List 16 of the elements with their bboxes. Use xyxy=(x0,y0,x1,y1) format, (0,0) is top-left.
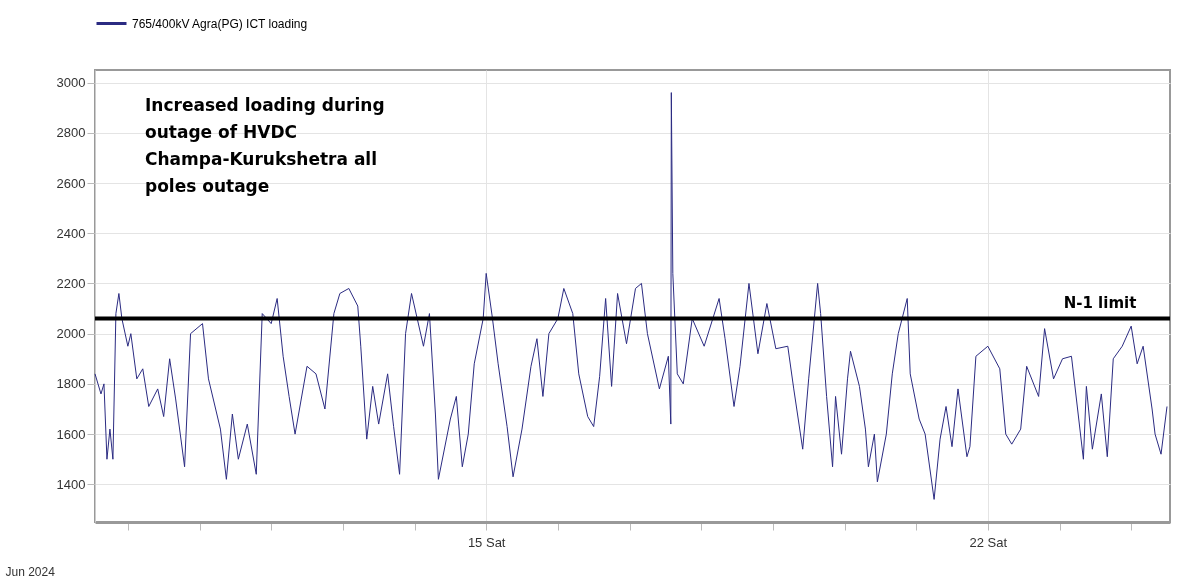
legend-label: 765/400kV Agra(PG) ICT loading xyxy=(132,16,308,31)
y-tick-label: 2400 xyxy=(56,225,86,241)
x-axis-title: Jun 2024 xyxy=(5,564,56,579)
annotation: Increased loading during outage of HVDC Champa-Kurukshetra all poles outage xyxy=(145,95,385,196)
y-tick-label: 1800 xyxy=(56,376,86,392)
y-tick-label: 2200 xyxy=(56,275,86,291)
x-tick-label: 22 Sat xyxy=(969,534,1008,550)
y-tick-label: 3000 xyxy=(56,75,86,91)
y-tick-label: 1600 xyxy=(56,426,86,442)
line-series xyxy=(94,92,1168,500)
y-tick-label: 2800 xyxy=(56,125,86,141)
y-tick-label: 2600 xyxy=(56,175,86,191)
y-tick-label: 2000 xyxy=(56,326,86,342)
ref-line-label: N-1 limit xyxy=(1063,293,1137,312)
y-tick-label: 1400 xyxy=(56,476,86,492)
x-tick-label: 15 Sat xyxy=(467,534,506,550)
